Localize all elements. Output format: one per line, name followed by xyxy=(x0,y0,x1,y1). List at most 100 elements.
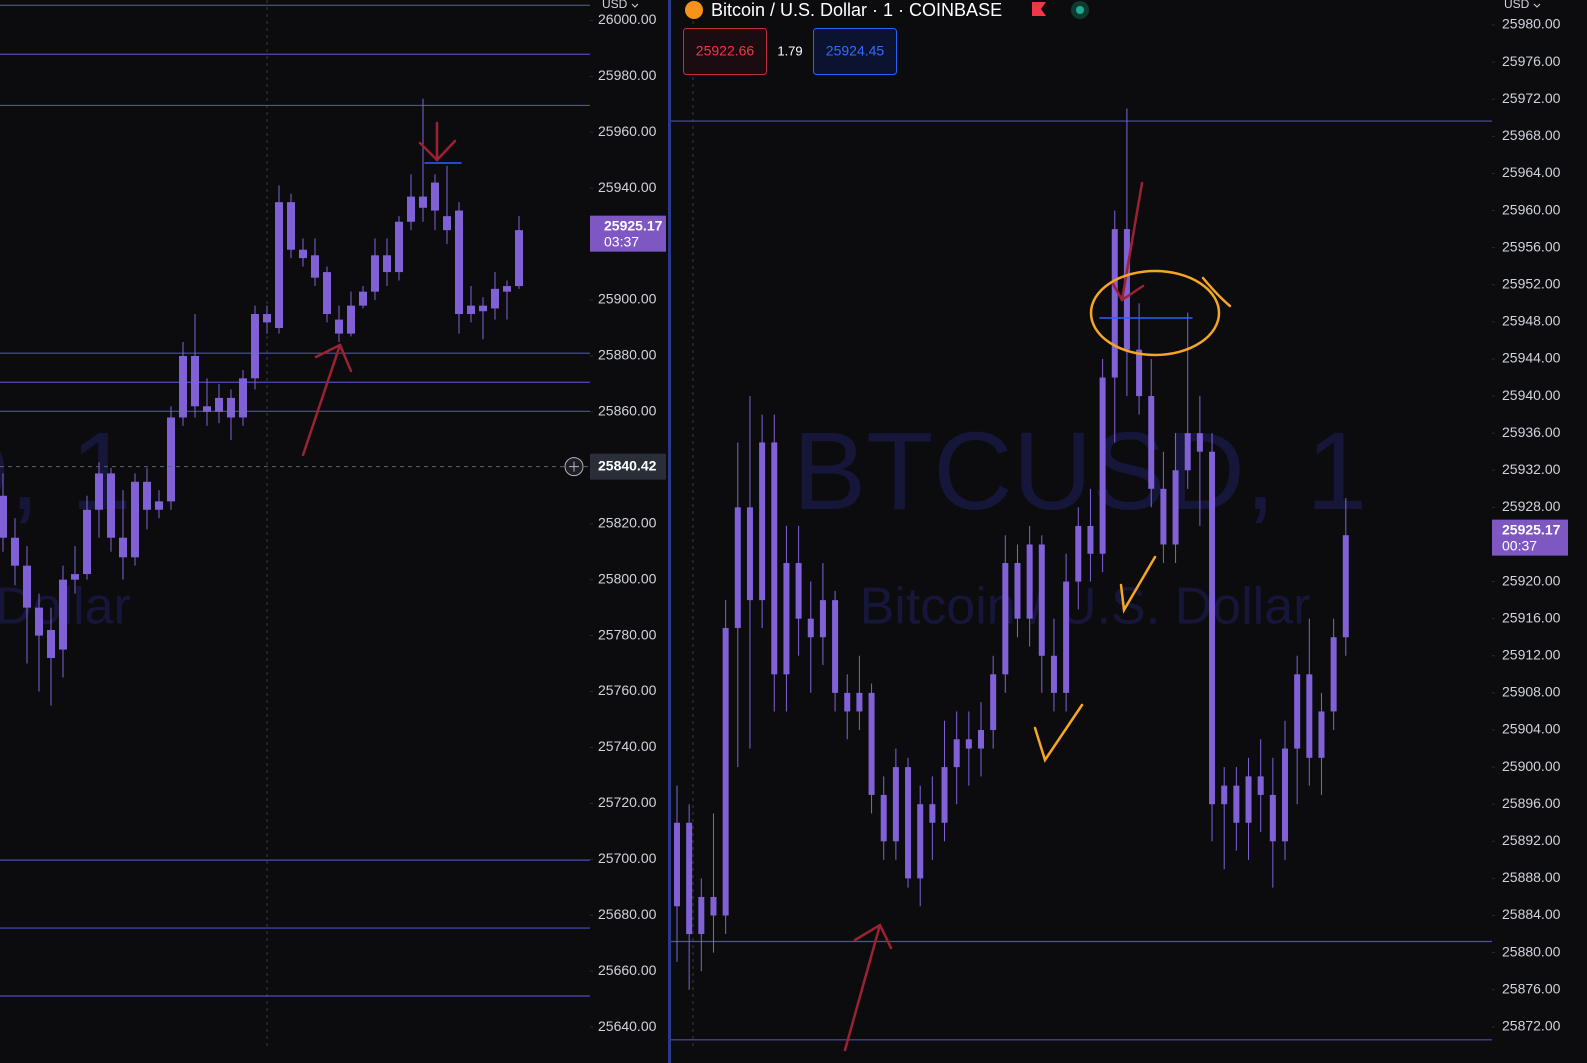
candle-body xyxy=(131,481,139,558)
candle-body xyxy=(905,767,912,879)
candle-body xyxy=(299,249,307,259)
candle-body xyxy=(1257,776,1264,795)
candle-body xyxy=(795,563,802,619)
candle-body xyxy=(832,600,839,693)
y-tick-label: 25940.00 xyxy=(1502,387,1561,403)
countdown: 03:37 xyxy=(604,233,639,249)
candle-body xyxy=(880,794,887,842)
candle-body xyxy=(311,255,319,278)
y-tick-label: 25800.00 xyxy=(598,570,657,586)
candle-body xyxy=(1014,563,1021,619)
y-tick-label: 25892.00 xyxy=(1502,832,1561,848)
y-tick-label: 25660.00 xyxy=(598,962,657,978)
y-tick-label: 25920.00 xyxy=(1502,572,1561,588)
y-tick-label: 25780.00 xyxy=(598,626,657,642)
candle-body xyxy=(1063,581,1070,693)
buy-button[interactable] xyxy=(813,28,897,75)
candle-body xyxy=(722,627,729,916)
y-tick-label: 25896.00 xyxy=(1502,795,1561,811)
candle-body xyxy=(856,692,863,712)
crosshair-price: 25840.42 xyxy=(598,457,657,473)
candle-body xyxy=(819,600,826,638)
candle-body xyxy=(215,397,223,412)
candle-body xyxy=(491,288,499,309)
y-tick-label: 25880.00 xyxy=(1502,943,1561,959)
candle-body xyxy=(1245,776,1252,823)
unit-bg xyxy=(592,0,652,12)
countdown: 00:37 xyxy=(1502,537,1537,553)
y-tick-label: 25908.00 xyxy=(1502,684,1561,700)
candle-body xyxy=(1184,433,1191,471)
y-tick-label: 25720.00 xyxy=(598,794,657,810)
bid-price: 25922.66 xyxy=(696,43,755,59)
candle-body xyxy=(455,210,463,315)
y-tick-label: 25948.00 xyxy=(1502,313,1561,329)
candle-body xyxy=(771,442,778,675)
candle-body xyxy=(443,216,451,231)
y-tick-label: 25872.00 xyxy=(1502,1018,1561,1034)
arrow xyxy=(418,121,457,162)
candle-body xyxy=(383,255,391,273)
crosshair-plus-sign xyxy=(569,461,579,472)
y-tick-label: 25900.00 xyxy=(598,291,657,307)
circle-tail xyxy=(1201,276,1232,308)
candle-body xyxy=(807,618,814,638)
candle-body xyxy=(167,417,175,502)
circle-mark xyxy=(1089,269,1221,357)
last-price-badge xyxy=(1492,519,1568,556)
y-tick-label: 26000.00 xyxy=(598,11,657,27)
plots xyxy=(0,4,1492,1041)
candle-body xyxy=(844,692,851,712)
ask-price: 25924.45 xyxy=(826,43,885,59)
candle-body xyxy=(1099,377,1106,554)
sell-button[interactable] xyxy=(683,28,767,75)
candle-body xyxy=(1136,349,1143,397)
candle-body xyxy=(1075,525,1082,582)
y-tick-label: 25884.00 xyxy=(1502,906,1561,922)
candle-body xyxy=(1196,433,1203,452)
candle-body xyxy=(1050,655,1057,693)
candle-body xyxy=(734,507,741,628)
arrow xyxy=(1110,181,1145,302)
candle-body xyxy=(395,221,403,273)
y-tick-label: 25680.00 xyxy=(598,906,657,922)
candle-body xyxy=(323,272,331,315)
y-tick-label: 25900.00 xyxy=(1502,758,1561,774)
candle-body xyxy=(143,481,151,510)
candle-body xyxy=(686,822,693,935)
candle-body xyxy=(479,305,487,312)
pane-divider xyxy=(668,0,671,1063)
candle-body xyxy=(515,230,523,287)
candle-body xyxy=(407,196,415,222)
candle-body xyxy=(35,607,43,636)
candle-body xyxy=(1330,637,1337,712)
status-dot xyxy=(1076,6,1084,14)
candle-body xyxy=(83,509,91,575)
candle-body xyxy=(1221,785,1228,805)
last-price-badge xyxy=(590,215,666,252)
candle-body xyxy=(287,202,295,250)
candle-body xyxy=(203,406,211,412)
candle-body xyxy=(1087,525,1094,554)
candle-body xyxy=(710,896,717,916)
crosshair-badge xyxy=(590,453,666,480)
candle-body xyxy=(759,442,766,601)
candle-body xyxy=(978,729,984,749)
candle-body xyxy=(503,286,511,292)
candle-body xyxy=(1294,674,1301,749)
candle-body xyxy=(431,182,439,211)
candle-body xyxy=(263,314,271,323)
candle-body xyxy=(1148,396,1155,489)
candle-body xyxy=(467,305,475,315)
candle-body xyxy=(1038,544,1045,656)
candle-body xyxy=(71,574,79,580)
y-tick-label: 25700.00 xyxy=(598,850,657,866)
candle-body xyxy=(275,202,283,329)
header: Bitcoin / U.S. Dollar · 1 · COINBASE 259… xyxy=(683,0,1089,75)
y-tick-label: 25904.00 xyxy=(1502,721,1561,737)
candle-body xyxy=(227,397,235,418)
candle-body xyxy=(1123,229,1130,350)
candle-body xyxy=(929,804,936,823)
watermarks: D, 1 Dollar BTCUSD, 1 Bitcoin / U.S. Dol… xyxy=(0,410,1367,636)
